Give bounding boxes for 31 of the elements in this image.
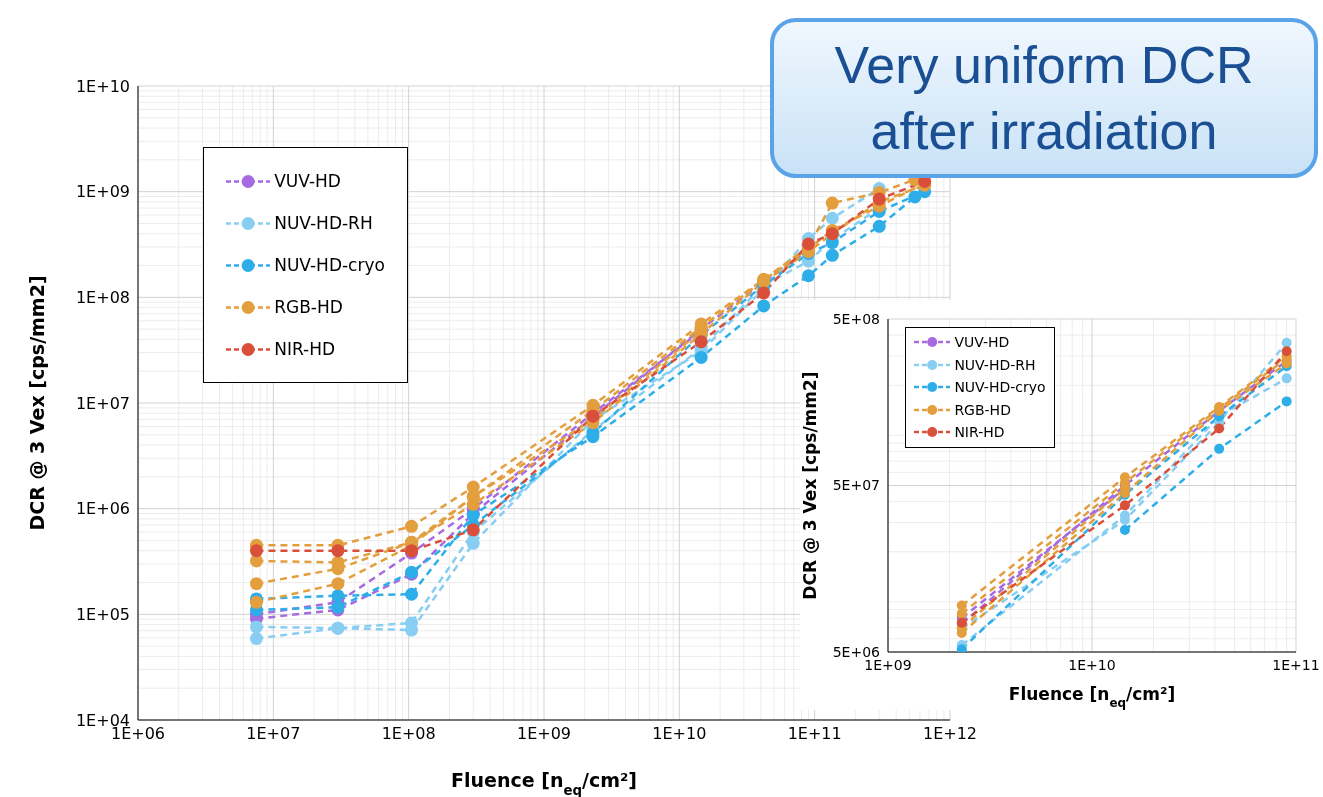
x-tick-label: 1E+11	[787, 724, 842, 744]
y-tick-label: 1E+08	[75, 288, 130, 308]
legend-label: NIR-HD	[274, 339, 336, 359]
y-tick-label: 1E+07	[75, 393, 130, 413]
legend-label: VUV-HD	[954, 334, 1010, 351]
y-tick-label: 1E+06	[75, 499, 130, 519]
x-tick-label: 1E+09	[516, 724, 572, 744]
legend-label: VUV-HD	[274, 171, 341, 191]
x-tick-label: 1E+12	[922, 724, 978, 744]
legend-label: NUV-HD-cryo	[954, 379, 1046, 396]
y-tick-label: 5E+08	[832, 310, 880, 327]
x-tick-label: 1E+10	[652, 724, 707, 744]
x-axis-title: Fluence [n$_{eq}$/cm²]	[1008, 684, 1176, 710]
y-tick-label: 1E+05	[75, 605, 130, 625]
annotation: Very uniform DCR after irradiation	[833, 35, 1255, 162]
y-tick-label: 5E+07	[832, 477, 880, 494]
y-axis-title: DCR @ 3 Vex [cps/mm2]	[26, 275, 48, 531]
x-tick-label: 1E+10	[1068, 656, 1116, 673]
y-tick-label: 1E+09	[75, 182, 130, 202]
y-axis-title: DCR @ 3 Vex [cps/mm2]	[800, 371, 820, 600]
legend-label: NUV-HD-RH	[274, 213, 373, 233]
legend-label: NUV-HD-RH	[954, 356, 1036, 373]
legend-label: NIR-HD	[954, 424, 1005, 441]
legend-label: RGB-HD	[954, 401, 1011, 418]
x-tick-label: 1E+07	[246, 724, 301, 744]
x-tick-label: 1E+11	[1272, 656, 1320, 673]
x-axis-title: Fluence [n$_{eq}$/cm²]	[451, 769, 637, 797]
x-tick-label: 1E+08	[381, 724, 436, 744]
legend-label: RGB-HD	[274, 297, 343, 317]
legend-label: NUV-HD-cryo	[274, 255, 385, 275]
y-tick-label: 1E+10	[75, 76, 130, 96]
